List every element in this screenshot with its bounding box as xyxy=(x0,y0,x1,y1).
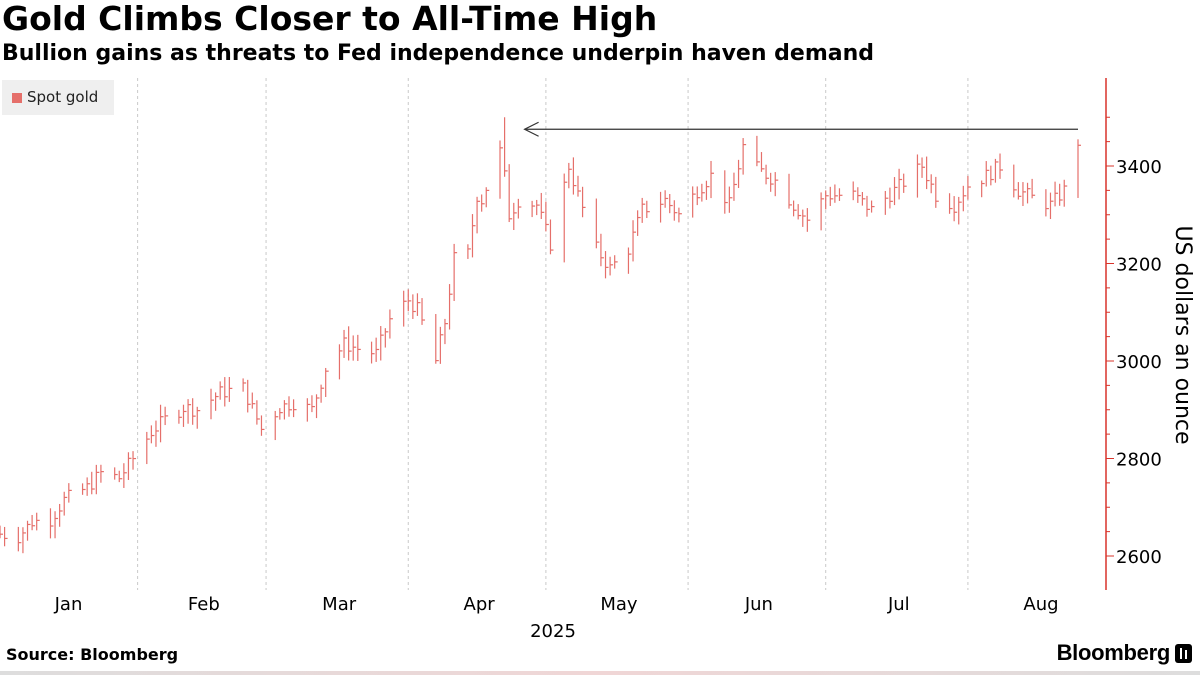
y-tick-label: 3000 xyxy=(1116,352,1162,373)
x-axis-labels: Jan Feb Mar Apr May Jun Jul Aug xyxy=(54,594,1059,615)
arrow-head xyxy=(523,121,539,137)
legend: Spot gold xyxy=(2,80,114,115)
x-tick-label: Apr xyxy=(464,594,496,615)
bloomberg-logo-text: Bloomberg xyxy=(1056,640,1171,665)
legend-swatch-spot-gold xyxy=(12,93,22,103)
x-tick-label: Aug xyxy=(1023,594,1058,615)
chart-title: Gold Climbs Closer to All-Time High xyxy=(2,0,658,38)
x-tick-label: Jul xyxy=(887,594,910,615)
x-tick-label: May xyxy=(600,594,638,615)
y-tick-label: 2800 xyxy=(1116,450,1162,471)
y-tick-label: 2600 xyxy=(1116,547,1162,568)
chart-subtitle: Bullion gains as threats to Fed independ… xyxy=(2,41,875,66)
x-axis-year-label: 2025 xyxy=(530,621,576,642)
y-axis-title: US dollars an ounce xyxy=(1170,225,1195,444)
bloomberg-terminal-icon xyxy=(1175,644,1192,663)
x-tick-label: Mar xyxy=(322,594,357,615)
high-arrow-annotation xyxy=(523,121,1078,137)
bottom-divider xyxy=(0,671,1200,675)
y-axis: 2600 2800 3000 3200 3400 xyxy=(1105,78,1162,590)
x-tick-label: Jun xyxy=(744,594,773,615)
source-note: Source: Bloomberg xyxy=(6,645,179,664)
legend-label-spot-gold: Spot gold xyxy=(27,88,99,106)
gridlines xyxy=(137,78,969,590)
price-bars xyxy=(0,117,1081,554)
x-tick-label: Jan xyxy=(54,594,83,615)
x-tick-label: Feb xyxy=(188,594,220,615)
y-tick-label: 3400 xyxy=(1116,157,1162,178)
y-tick-label: 3200 xyxy=(1116,255,1162,276)
